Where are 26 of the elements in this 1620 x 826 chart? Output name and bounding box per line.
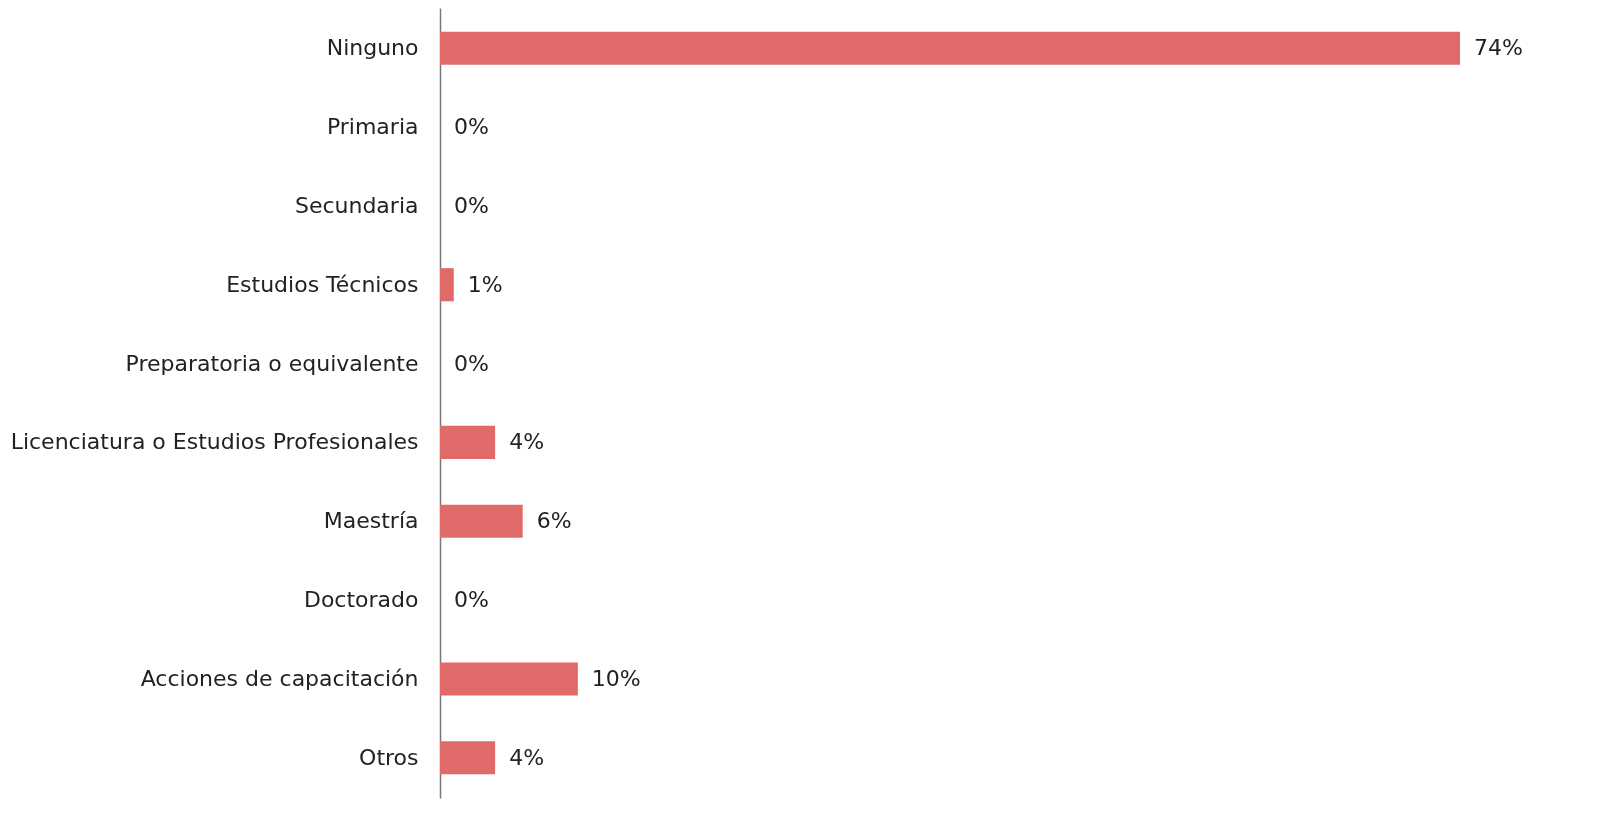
data-label: 0%: [454, 350, 489, 376]
y-tick-label: Ninguno: [326, 35, 419, 61]
y-tick-label: Doctorado: [303, 587, 419, 613]
data-label: 0%: [454, 587, 489, 613]
bar: [440, 741, 496, 775]
y-tick-label: Secundaria: [294, 192, 419, 218]
data-label: 0%: [454, 114, 489, 140]
y-tick-label: Preparatoria o equivalente: [125, 350, 419, 376]
y-tick-label: Maestría: [323, 508, 419, 534]
bar: [440, 268, 454, 302]
y-tick-label: Licenciatura o Estudios Profesionales: [10, 429, 419, 455]
data-label: 6%: [536, 508, 572, 534]
y-tick-label: Primaria: [326, 114, 419, 140]
y-tick-label: Otros: [359, 744, 419, 770]
bar: [440, 504, 523, 538]
y-tick-label: Acciones de capacitación: [140, 665, 419, 691]
bar: [440, 425, 496, 459]
data-label: 4%: [509, 744, 545, 770]
y-tick-label: Estudios Técnicos: [226, 271, 419, 297]
data-label: 10%: [591, 665, 641, 691]
data-label: 74%: [1474, 35, 1523, 61]
bar: [440, 662, 578, 696]
data-label: 1%: [467, 271, 503, 297]
data-label: 0%: [454, 192, 489, 218]
bar: [440, 31, 1460, 65]
data-label: 4%: [509, 429, 545, 455]
